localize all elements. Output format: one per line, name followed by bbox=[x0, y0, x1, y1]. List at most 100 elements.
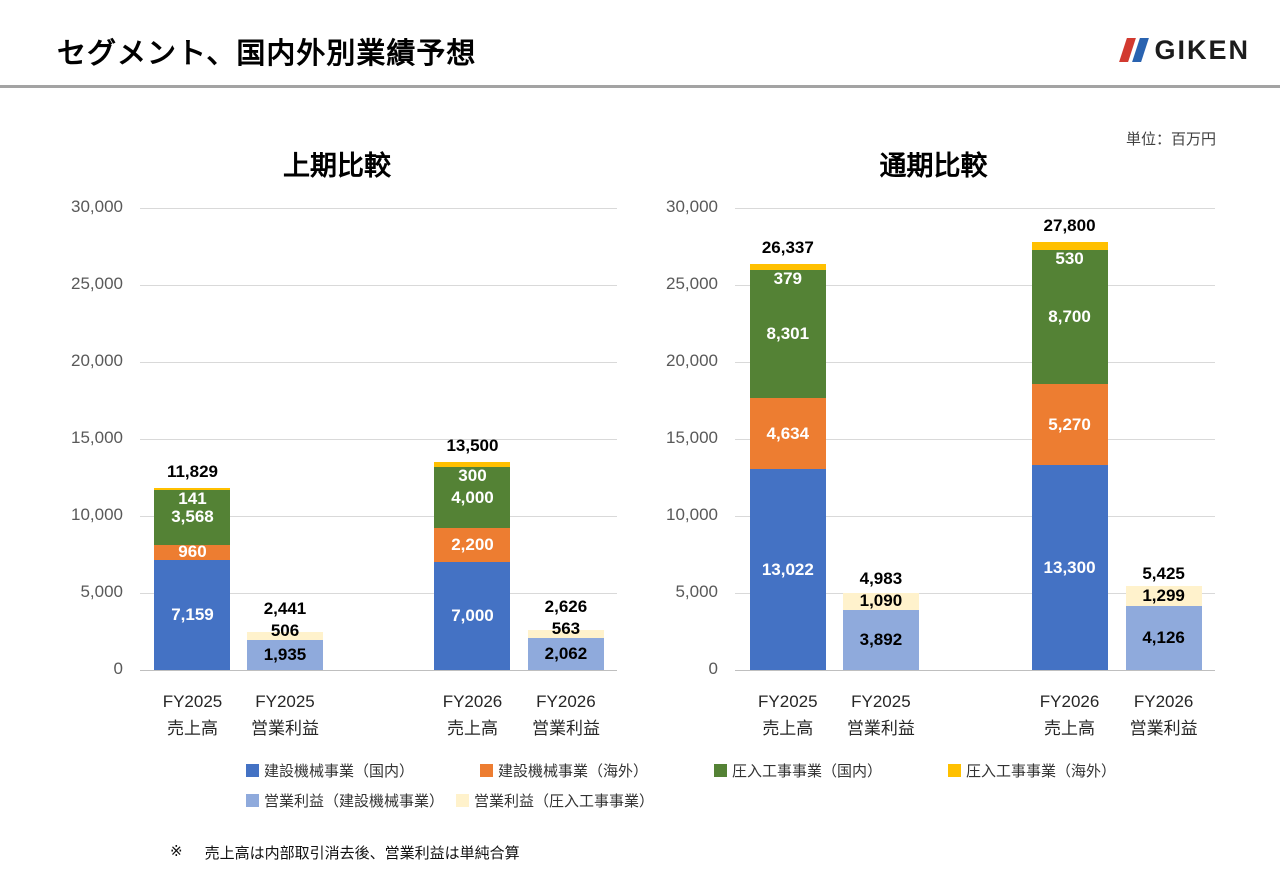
legend-chip bbox=[456, 794, 470, 807]
page-title: セグメント、国内外別業績予想 bbox=[57, 38, 477, 70]
bar-segment bbox=[434, 528, 511, 563]
gridline bbox=[140, 285, 617, 286]
gridline bbox=[735, 593, 1215, 594]
value-label: 506 bbox=[270, 621, 300, 641]
bar-segment bbox=[527, 638, 604, 670]
y-axis-tick: 15,000 bbox=[71, 428, 123, 447]
gridline bbox=[140, 439, 617, 440]
legend-item: 圧入工事事業（海外） bbox=[947, 760, 1116, 781]
legend-label: 建設機械事業（国内） bbox=[264, 763, 415, 780]
value-label: 4,634 bbox=[766, 423, 810, 443]
footnote-marker: ※ bbox=[170, 843, 183, 860]
legend-label: 営業利益（圧入工事事業） bbox=[474, 793, 655, 810]
y-axis-tick: 25,000 bbox=[71, 274, 123, 293]
bar-segment bbox=[1125, 606, 1202, 670]
bar-segment bbox=[434, 562, 511, 670]
bar-segment bbox=[749, 270, 826, 399]
x-axis-label: FY2026 売上高 bbox=[407, 688, 537, 742]
stacked-bar bbox=[527, 629, 604, 670]
x-axis-label: FY2025 営業利益 bbox=[816, 688, 946, 742]
gridline bbox=[735, 362, 1215, 363]
legend-chip bbox=[947, 764, 961, 777]
legend-item: 圧入工事事業（国内） bbox=[713, 760, 882, 781]
footnote: ※ 売上高は内部取引消去後、営業利益は単純合算 bbox=[170, 842, 520, 863]
value-label: 2,441 bbox=[263, 599, 307, 619]
legend-label: 営業利益（建設機械事業） bbox=[264, 793, 445, 810]
value-label: 11,829 bbox=[166, 461, 219, 481]
gridline bbox=[735, 208, 1215, 209]
logo-text: GIKEN bbox=[1154, 34, 1250, 65]
gridline bbox=[140, 208, 617, 209]
legend: 建設機械事業（国内） 建設機械事業（海外） 圧入工事事業（国内） 圧入工事事業（海外）… bbox=[246, 760, 1116, 811]
bar-segment bbox=[154, 544, 231, 560]
x-axis-label-metric: 営業利益 bbox=[1129, 719, 1198, 738]
stacked-bar bbox=[154, 487, 231, 670]
y-axis-tick: 20,000 bbox=[666, 351, 718, 370]
x-axis-label: FY2026 営業利益 bbox=[1099, 688, 1229, 742]
x-axis-label-year: FY2026 bbox=[536, 692, 596, 711]
value-label: 4,000 bbox=[451, 487, 494, 507]
stacked-bar bbox=[247, 632, 323, 670]
gridline bbox=[735, 439, 1215, 440]
bar-segment bbox=[1031, 384, 1108, 466]
y-axis-tick: 30,000 bbox=[666, 197, 718, 216]
bar-segment bbox=[1031, 250, 1108, 385]
value-label: 7,159 bbox=[171, 604, 214, 624]
value-label: 13,300 bbox=[1043, 557, 1096, 577]
x-axis-label-metric: 売上高 bbox=[166, 719, 218, 738]
value-label: 3,568 bbox=[171, 507, 214, 527]
value-label: 4,983 bbox=[859, 569, 903, 589]
legend-item: 建設機械事業（海外） bbox=[479, 760, 648, 781]
giken-logo: GIKEN bbox=[1119, 34, 1250, 65]
stacked-bar bbox=[434, 462, 511, 670]
stacked-bar bbox=[842, 593, 919, 670]
value-label: 141 bbox=[178, 489, 207, 509]
stacked-bar bbox=[1125, 586, 1202, 670]
bar-segment bbox=[842, 610, 919, 670]
value-label: 7,000 bbox=[451, 606, 494, 626]
legend-row: 営業利益（建設機械事業） 営業利益（圧入工事事業） bbox=[246, 790, 1116, 811]
value-label: 5,425 bbox=[1142, 564, 1185, 584]
bar-segment bbox=[749, 264, 826, 271]
bar-segment bbox=[527, 629, 604, 639]
value-label: 530 bbox=[1055, 249, 1084, 269]
x-axis-label-metric: 営業利益 bbox=[251, 719, 319, 738]
value-label: 3,892 bbox=[859, 630, 903, 650]
y-axis-tick: 20,000 bbox=[71, 351, 123, 370]
x-axis-label-year: FY2025 bbox=[758, 692, 818, 711]
value-label: 4,126 bbox=[1142, 628, 1185, 648]
bar-segment bbox=[154, 487, 231, 491]
legend-label: 圧入工事事業（海外） bbox=[965, 763, 1116, 780]
value-label: 960 bbox=[178, 542, 207, 562]
legend-row: 建設機械事業（国内） 建設機械事業（海外） 圧入工事事業（国内） 圧入工事事業（海外） bbox=[246, 760, 1116, 781]
y-axis-tick: 0 bbox=[113, 659, 123, 678]
x-axis-label-year: FY2025 bbox=[851, 692, 911, 711]
x-axis-label-metric: 売上高 bbox=[1044, 719, 1096, 738]
value-label: 1,935 bbox=[263, 645, 307, 665]
x-axis-label-year: FY2026 bbox=[1133, 692, 1194, 711]
value-label: 300 bbox=[458, 465, 487, 485]
value-label: 2,626 bbox=[544, 597, 588, 617]
x-axis-label-year: FY2026 bbox=[1039, 692, 1100, 711]
x-axis-label-year: FY2025 bbox=[255, 692, 315, 711]
gridline bbox=[735, 670, 1215, 671]
header-divider bbox=[0, 85, 1280, 88]
y-axis-tick: 0 bbox=[708, 659, 718, 678]
x-axis-label-metric: 売上高 bbox=[446, 719, 498, 738]
value-label: 8,301 bbox=[766, 324, 810, 344]
y-axis-tick: 10,000 bbox=[71, 505, 123, 524]
y-axis-tick: 5,000 bbox=[80, 582, 123, 601]
bar-segment bbox=[434, 462, 511, 467]
value-label: 13,022 bbox=[761, 559, 814, 579]
y-axis-tick: 5,000 bbox=[675, 582, 718, 601]
x-axis-label-year: FY2025 bbox=[162, 692, 223, 711]
bar-segment bbox=[247, 640, 323, 670]
value-label: 2,200 bbox=[451, 535, 494, 555]
footnote-text: 売上高は内部取引消去後、営業利益は単純合算 bbox=[204, 845, 520, 862]
value-label: 563 bbox=[551, 619, 581, 639]
x-axis-label-metric: 売上高 bbox=[762, 719, 814, 738]
legend-item: 建設機械事業（国内） bbox=[246, 760, 414, 781]
plot-area: 7,159 960 3,568 141 11,829 FY2025 売上高 1,935 506 2… bbox=[140, 208, 617, 750]
unit-label: 単位：百万円 bbox=[1125, 131, 1216, 148]
gridline bbox=[735, 516, 1215, 517]
